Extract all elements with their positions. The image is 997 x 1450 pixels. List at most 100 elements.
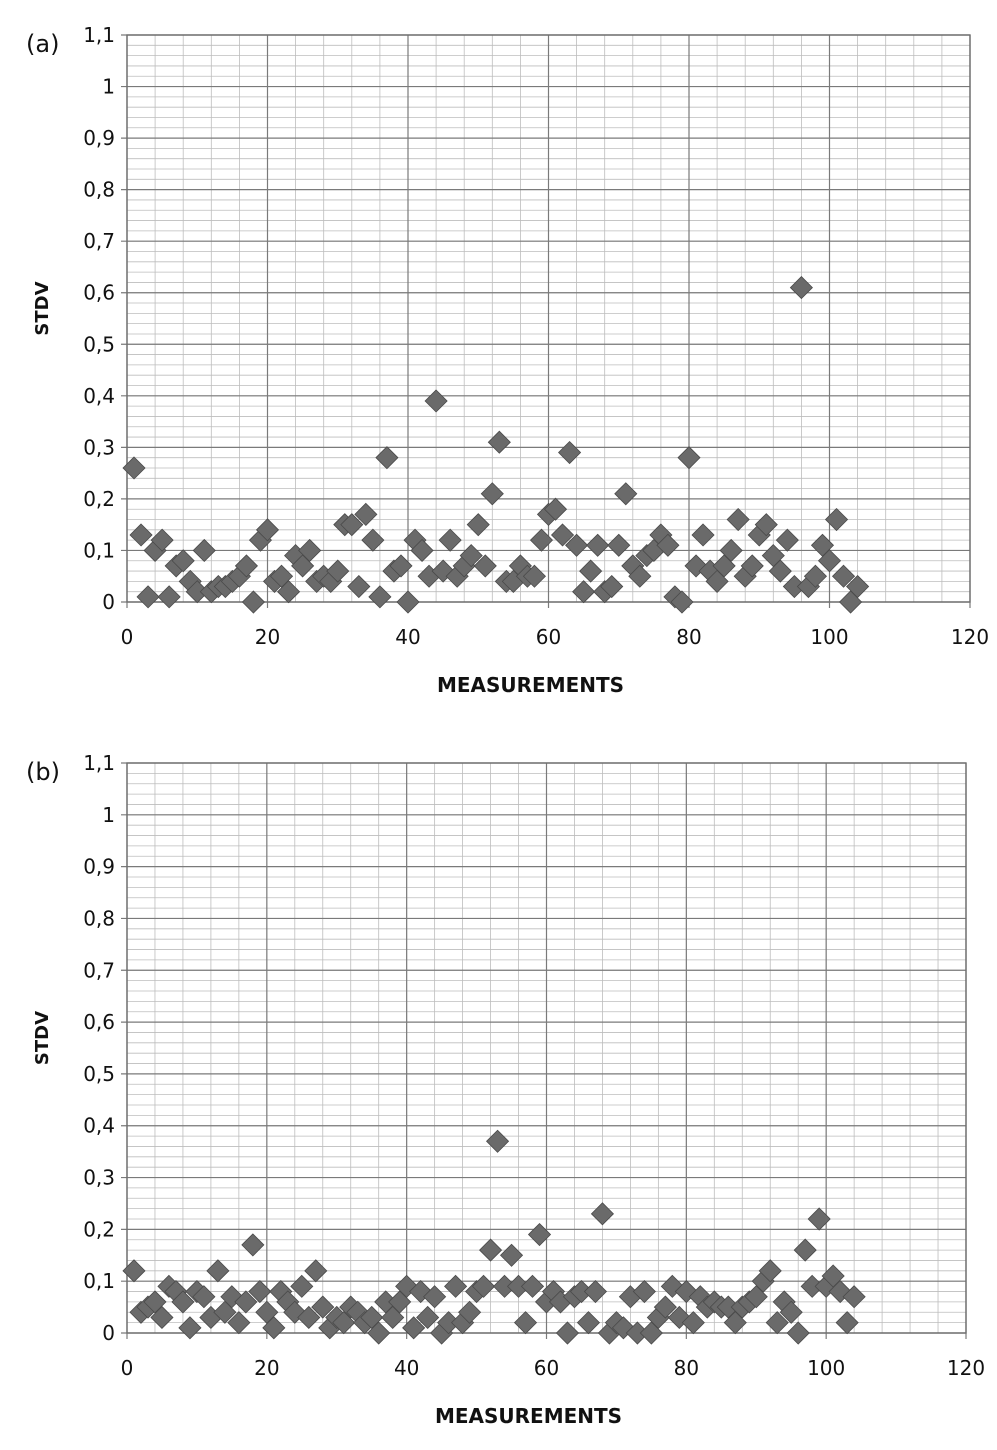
data-point <box>347 574 371 599</box>
data-point <box>670 590 694 614</box>
data-point <box>758 1259 782 1283</box>
data-point <box>472 1274 496 1298</box>
data-point <box>368 585 392 609</box>
plot-border <box>126 762 967 1334</box>
panel-label: (a) <box>26 30 59 58</box>
x-tick-label: 80 <box>676 625 701 649</box>
data-point <box>367 1321 391 1345</box>
data-point <box>171 1290 195 1314</box>
x-tick-label: 40 <box>395 625 420 649</box>
y-tick-label: 0,6 <box>83 1010 115 1034</box>
x-tick-label: 0 <box>121 1356 134 1380</box>
data-point <box>835 1311 859 1335</box>
data-point <box>846 574 870 599</box>
x-tick-label: 20 <box>255 625 280 649</box>
data-point <box>656 533 680 557</box>
data-point <box>304 1259 328 1283</box>
data-point <box>277 580 301 604</box>
data-point <box>579 559 603 583</box>
x-tick-label: 80 <box>674 1356 699 1380</box>
y-tick-label: 1,1 <box>83 23 115 47</box>
x-tick-label: 60 <box>534 1356 559 1380</box>
y-tick-label: 0,9 <box>83 855 115 879</box>
data-point <box>389 554 413 578</box>
data-point <box>150 528 174 552</box>
y-tick-label: 0,3 <box>83 435 115 459</box>
data-point <box>793 1238 817 1262</box>
data-point <box>192 1285 216 1309</box>
data-point <box>586 533 610 557</box>
data-point <box>583 1279 608 1304</box>
y-tick-labels: 0 0,1 0,2 0,3 0,4 0,5 0,6 0,7 0,8 0,9 1 1,1 <box>83 23 115 614</box>
y-axis-title: STDV <box>32 281 53 335</box>
data-point <box>479 1238 503 1262</box>
x-axis-title: MEASUREMENTS <box>435 1404 622 1428</box>
x-tick-label: 0 <box>121 625 134 649</box>
y-tick-label: 0,5 <box>83 1062 115 1086</box>
data-point <box>779 1300 803 1324</box>
data-point <box>416 1305 440 1330</box>
data-point <box>558 440 582 465</box>
y-tick-label: 1 <box>102 803 115 827</box>
y-tick-label: 1 <box>102 75 115 99</box>
data-point <box>775 528 799 552</box>
y-tick-label: 0,1 <box>83 1269 115 1293</box>
y-tick-label: 0,9 <box>83 126 115 150</box>
y-axis-title: STDV <box>32 1011 53 1065</box>
data-point <box>402 1316 426 1340</box>
data-point <box>354 502 378 526</box>
data-point <box>206 1259 230 1283</box>
y-tick-label: 0,8 <box>83 906 115 930</box>
scatter-chart-b: 0 0,1 0,2 0,3 0,4 0,5 0,6 0,7 0,8 0,9 1 1,1 0 20 40 60 8… <box>26 751 985 1428</box>
data-point <box>375 446 399 470</box>
x-tick-label: 100 <box>807 1356 845 1380</box>
y-tick-label: 0,5 <box>83 332 115 356</box>
data-point <box>171 549 195 573</box>
data-point <box>824 507 849 532</box>
data-point <box>262 1316 286 1340</box>
y-tick-label: 0,7 <box>83 958 115 982</box>
x-tick-label: 100 <box>810 625 848 649</box>
data-point <box>719 538 743 563</box>
data-point <box>290 1274 314 1298</box>
data-point <box>459 544 483 568</box>
chart-panel-b: 0 0,1 0,2 0,3 0,4 0,5 0,6 0,7 0,8 0,9 1 1,1 0 20 40 60 8… <box>0 730 997 1445</box>
panel-label: (b) <box>26 758 60 786</box>
x-tick-label: 60 <box>536 625 561 649</box>
y-tick-label: 0,1 <box>83 538 115 562</box>
data-point <box>529 528 554 552</box>
data-point <box>424 389 448 413</box>
data-point <box>473 554 497 578</box>
y-tick-label: 0,3 <box>83 1166 115 1190</box>
y-tick-label: 0,2 <box>83 487 115 511</box>
y-tick-label: 0,2 <box>83 1217 115 1241</box>
data-point <box>444 1274 468 1298</box>
data-point <box>234 1290 258 1314</box>
data-point <box>555 1321 580 1345</box>
data-point <box>740 554 764 578</box>
data-point <box>423 1285 447 1309</box>
data-point <box>768 559 792 583</box>
data-point <box>565 533 589 557</box>
data-point <box>499 1243 524 1267</box>
data-point <box>122 456 146 480</box>
y-tick-labels: 0 0,1 0,2 0,3 0,4 0,5 0,6 0,7 0,8 0,9 1 1,1 <box>83 751 115 1345</box>
data-point <box>396 590 420 614</box>
x-tick-labels: 0 20 40 60 80 100 120 <box>121 625 989 649</box>
y-tick-label: 0,6 <box>83 281 115 305</box>
data-point <box>614 482 638 506</box>
data-point <box>178 1316 202 1340</box>
data-point <box>326 559 350 583</box>
y-tick-label: 0,4 <box>83 384 115 408</box>
data-points <box>122 276 870 614</box>
data-points <box>122 1129 866 1345</box>
data-point <box>600 574 624 599</box>
data-point <box>550 523 575 547</box>
scatter-chart-a: 0 0,1 0,2 0,3 0,4 0,5 0,6 0,7 0,8 0,9 1 1,1 0 20 40 60 8… <box>26 23 989 697</box>
y-tick-label: 0,8 <box>83 178 115 202</box>
y-tick-label: 0,7 <box>83 229 115 253</box>
data-point <box>129 523 153 547</box>
data-point <box>234 554 258 578</box>
data-point <box>628 564 652 588</box>
data-point <box>765 1311 789 1335</box>
